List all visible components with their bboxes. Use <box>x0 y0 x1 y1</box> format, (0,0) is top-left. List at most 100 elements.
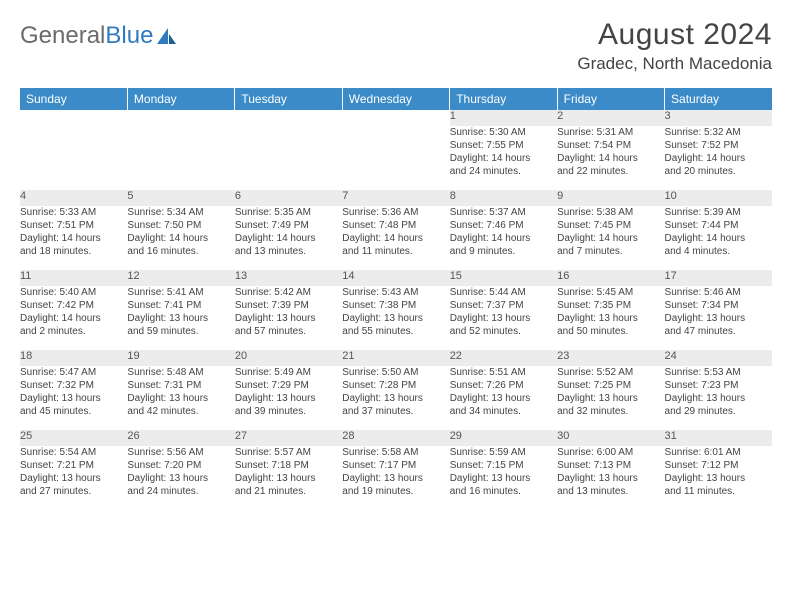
day-ss: Sunset: 7:54 PM <box>557 139 664 152</box>
day-detail-cell: Sunrise: 5:56 AMSunset: 7:20 PMDaylight:… <box>127 446 234 510</box>
day-header: Saturday <box>665 88 772 110</box>
day-d1: Daylight: 13 hours <box>665 312 772 325</box>
day-d1: Daylight: 13 hours <box>665 392 772 405</box>
day-number-cell: 16 <box>557 270 664 286</box>
day-detail-cell <box>235 126 342 190</box>
day-d2: and 11 minutes. <box>342 245 449 258</box>
day-detail-cell: Sunrise: 5:32 AMSunset: 7:52 PMDaylight:… <box>665 126 772 190</box>
day-ss: Sunset: 7:26 PM <box>450 379 557 392</box>
day-d1: Daylight: 13 hours <box>235 312 342 325</box>
day-detail-row: Sunrise: 5:47 AMSunset: 7:32 PMDaylight:… <box>20 366 772 430</box>
day-d2: and 42 minutes. <box>127 405 234 418</box>
calendar-table: Sunday Monday Tuesday Wednesday Thursday… <box>20 88 772 510</box>
day-d2: and 16 minutes. <box>127 245 234 258</box>
day-detail-row: Sunrise: 5:40 AMSunset: 7:42 PMDaylight:… <box>20 286 772 350</box>
day-d2: and 22 minutes. <box>557 165 664 178</box>
day-header: Thursday <box>450 88 557 110</box>
day-d2: and 59 minutes. <box>127 325 234 338</box>
day-d2: and 34 minutes. <box>450 405 557 418</box>
logo-sail-icon <box>156 26 178 46</box>
day-detail-cell: Sunrise: 5:36 AMSunset: 7:48 PMDaylight:… <box>342 206 449 270</box>
day-number-cell: 2 <box>557 110 664 126</box>
day-detail-cell <box>20 126 127 190</box>
day-d2: and 32 minutes. <box>557 405 664 418</box>
day-detail-cell: Sunrise: 5:33 AMSunset: 7:51 PMDaylight:… <box>20 206 127 270</box>
day-number-cell: 24 <box>665 350 772 366</box>
day-ss: Sunset: 7:49 PM <box>235 219 342 232</box>
day-detail-cell: Sunrise: 5:47 AMSunset: 7:32 PMDaylight:… <box>20 366 127 430</box>
day-ss: Sunset: 7:21 PM <box>20 459 127 472</box>
day-d2: and 47 minutes. <box>665 325 772 338</box>
day-d2: and 4 minutes. <box>665 245 772 258</box>
day-number-row: 18192021222324 <box>20 350 772 366</box>
day-detail-cell: Sunrise: 5:48 AMSunset: 7:31 PMDaylight:… <box>127 366 234 430</box>
day-number-cell: 3 <box>665 110 772 126</box>
day-ss: Sunset: 7:50 PM <box>127 219 234 232</box>
day-detail-cell: Sunrise: 5:30 AMSunset: 7:55 PMDaylight:… <box>450 126 557 190</box>
day-d2: and 2 minutes. <box>20 325 127 338</box>
day-number-cell: 26 <box>127 430 234 446</box>
day-ss: Sunset: 7:55 PM <box>450 139 557 152</box>
day-d2: and 24 minutes. <box>450 165 557 178</box>
day-ss: Sunset: 7:18 PM <box>235 459 342 472</box>
day-number-cell: 13 <box>235 270 342 286</box>
day-d1: Daylight: 14 hours <box>235 232 342 245</box>
day-detail-cell: Sunrise: 5:45 AMSunset: 7:35 PMDaylight:… <box>557 286 664 350</box>
day-header: Tuesday <box>235 88 342 110</box>
day-number-cell: 27 <box>235 430 342 446</box>
day-number-cell: 28 <box>342 430 449 446</box>
day-number-cell: 1 <box>450 110 557 126</box>
day-sr: Sunrise: 5:58 AM <box>342 446 449 459</box>
day-d1: Daylight: 14 hours <box>342 232 449 245</box>
day-number-cell: 23 <box>557 350 664 366</box>
day-detail-cell: Sunrise: 5:38 AMSunset: 7:45 PMDaylight:… <box>557 206 664 270</box>
day-d1: Daylight: 14 hours <box>450 232 557 245</box>
day-d2: and 50 minutes. <box>557 325 664 338</box>
day-number-row: 45678910 <box>20 190 772 206</box>
day-d2: and 29 minutes. <box>665 405 772 418</box>
day-number-cell: 4 <box>20 190 127 206</box>
day-d2: and 57 minutes. <box>235 325 342 338</box>
day-detail-cell: Sunrise: 5:54 AMSunset: 7:21 PMDaylight:… <box>20 446 127 510</box>
day-number-cell <box>342 110 449 126</box>
day-d1: Daylight: 14 hours <box>127 232 234 245</box>
day-d1: Daylight: 13 hours <box>557 392 664 405</box>
day-d2: and 45 minutes. <box>20 405 127 418</box>
day-sr: Sunrise: 5:38 AM <box>557 206 664 219</box>
day-number-cell <box>235 110 342 126</box>
day-detail-cell <box>127 126 234 190</box>
day-number-cell: 25 <box>20 430 127 446</box>
day-d1: Daylight: 14 hours <box>20 232 127 245</box>
day-ss: Sunset: 7:34 PM <box>665 299 772 312</box>
day-number-cell: 14 <box>342 270 449 286</box>
day-sr: Sunrise: 5:50 AM <box>342 366 449 379</box>
day-number-cell: 15 <box>450 270 557 286</box>
day-detail-cell: Sunrise: 5:52 AMSunset: 7:25 PMDaylight:… <box>557 366 664 430</box>
day-ss: Sunset: 7:29 PM <box>235 379 342 392</box>
day-detail-cell: Sunrise: 5:42 AMSunset: 7:39 PMDaylight:… <box>235 286 342 350</box>
day-d1: Daylight: 13 hours <box>665 472 772 485</box>
day-ss: Sunset: 7:28 PM <box>342 379 449 392</box>
day-detail-cell: Sunrise: 5:35 AMSunset: 7:49 PMDaylight:… <box>235 206 342 270</box>
day-number-cell: 29 <box>450 430 557 446</box>
day-number-cell: 10 <box>665 190 772 206</box>
day-ss: Sunset: 7:13 PM <box>557 459 664 472</box>
day-d2: and 39 minutes. <box>235 405 342 418</box>
day-detail-cell: Sunrise: 5:46 AMSunset: 7:34 PMDaylight:… <box>665 286 772 350</box>
day-number-cell: 19 <box>127 350 234 366</box>
day-d2: and 19 minutes. <box>342 485 449 498</box>
day-detail-cell: Sunrise: 5:49 AMSunset: 7:29 PMDaylight:… <box>235 366 342 430</box>
day-sr: Sunrise: 5:32 AM <box>665 126 772 139</box>
day-ss: Sunset: 7:46 PM <box>450 219 557 232</box>
day-d2: and 11 minutes. <box>665 485 772 498</box>
day-detail-cell <box>342 126 449 190</box>
day-ss: Sunset: 7:12 PM <box>665 459 772 472</box>
day-ss: Sunset: 7:41 PM <box>127 299 234 312</box>
day-d2: and 52 minutes. <box>450 325 557 338</box>
day-header: Friday <box>557 88 664 110</box>
day-ss: Sunset: 7:44 PM <box>665 219 772 232</box>
day-number-row: 11121314151617 <box>20 270 772 286</box>
day-d2: and 13 minutes. <box>235 245 342 258</box>
day-d1: Daylight: 13 hours <box>20 392 127 405</box>
day-ss: Sunset: 7:17 PM <box>342 459 449 472</box>
